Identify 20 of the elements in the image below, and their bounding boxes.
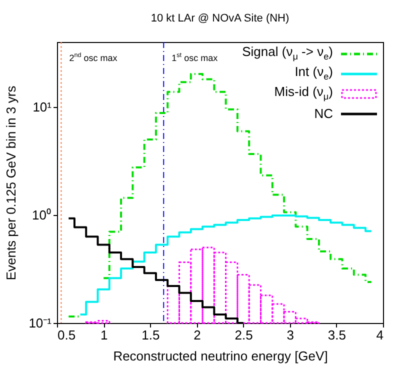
- legend-label: Mis-id (ν$_{μ}$): [274, 82, 333, 104]
- x-tick-label: 1.5: [142, 328, 160, 342]
- x-tick-label: 4: [376, 328, 384, 342]
- chart-title: 10 kt LAr @ NOvA Site (NH): [150, 12, 290, 24]
- x-axis-title: Reconstructed neutrino energy [GeV]: [113, 348, 328, 364]
- x-tick-label: 2: [194, 328, 201, 342]
- x-tick-label: 2.5: [234, 328, 253, 342]
- y-tick-label: 10¹: [32, 100, 52, 115]
- legend-label: Signal (ν$_{μ}$ -> ν$_{e}$): [242, 44, 333, 62]
- legend-label: NC: [314, 105, 333, 123]
- y-tick-label: 10⁻¹: [28, 316, 52, 330]
- y-axis-title: Events per 0.125 GeV bin in 3 yrs: [4, 85, 19, 280]
- x-tick-label: 3.5: [328, 328, 346, 342]
- x-tick-label: 0.5: [58, 328, 76, 342]
- x-tick-label: 1: [100, 328, 108, 342]
- ref-line-label: 1$^{st}$ osc max: [172, 52, 218, 63]
- legend-label: Int (ν$_{e}$): [294, 64, 333, 82]
- x-tick-label: 3: [286, 328, 294, 342]
- y-tick-label: 10⁰: [32, 208, 52, 223]
- ref-line-label: 2$^{nd}$ osc max: [69, 52, 118, 63]
